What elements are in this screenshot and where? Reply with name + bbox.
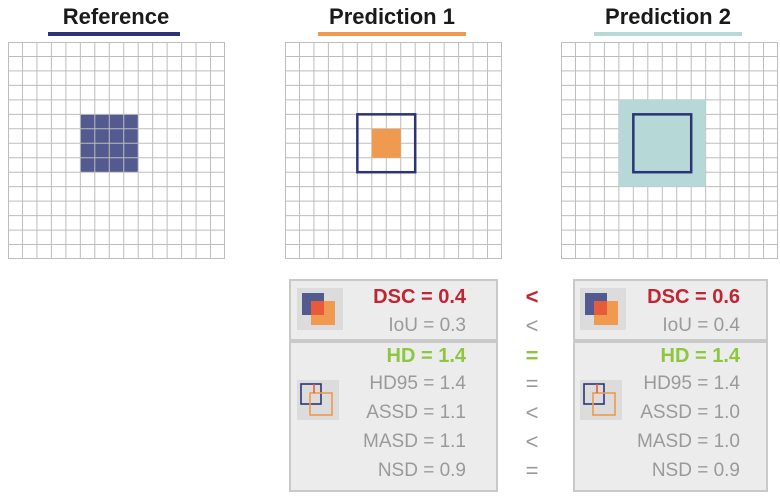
assd-comparison: < [525, 400, 539, 425]
pred1-assd: ASSD = 1.1 [366, 402, 466, 423]
pred2-masd: MASD = 1.0 [637, 431, 740, 452]
reference-underline [48, 32, 180, 36]
pred1-hd95: HD95 = 1.4 [369, 373, 466, 394]
pred1-dsc: DSC = 0.4 [373, 286, 466, 308]
prediction1-title: Prediction 1 [329, 4, 455, 29]
reference-title: Reference [62, 4, 170, 29]
prediction2-underline [594, 32, 742, 36]
reference-grid [8, 42, 225, 259]
overlap-icon [580, 288, 626, 330]
iou-comparison: < [525, 313, 539, 338]
prediction1-square [371, 128, 401, 158]
pred1-nsd: NSD = 0.9 [377, 460, 466, 481]
reference-outline [632, 113, 693, 174]
pred2-iou: IoU = 0.4 [662, 315, 740, 336]
reference-outline [356, 113, 417, 174]
masd-comparison: < [525, 429, 539, 454]
pred1-iou: IoU = 0.3 [388, 315, 466, 336]
pred2-hd95: HD95 = 1.4 [643, 373, 740, 394]
nsd-comparison: = [525, 458, 539, 483]
prediction2-grid [561, 42, 778, 259]
pred2-hd: HD = 1.4 [660, 345, 740, 367]
dsc-comparison: < [525, 284, 539, 309]
prediction1-underline [318, 32, 466, 36]
hd95-comparison: = [525, 371, 539, 396]
prediction2-title: Prediction 2 [605, 4, 731, 29]
overlap-icon [297, 288, 343, 330]
prediction2-square [618, 99, 706, 187]
pred2-assd: ASSD = 1.0 [640, 402, 740, 423]
pred2-dsc: DSC = 0.6 [647, 286, 740, 308]
boundary-distance-icon [580, 380, 622, 420]
boundary-distance-icon [297, 380, 339, 420]
pred1-masd: MASD = 1.1 [363, 431, 466, 452]
pred2-nsd: NSD = 0.9 [651, 460, 740, 481]
pred1-hd: HD = 1.4 [386, 345, 466, 367]
hd-comparison: = [525, 343, 539, 368]
prediction1-grid [285, 42, 502, 259]
